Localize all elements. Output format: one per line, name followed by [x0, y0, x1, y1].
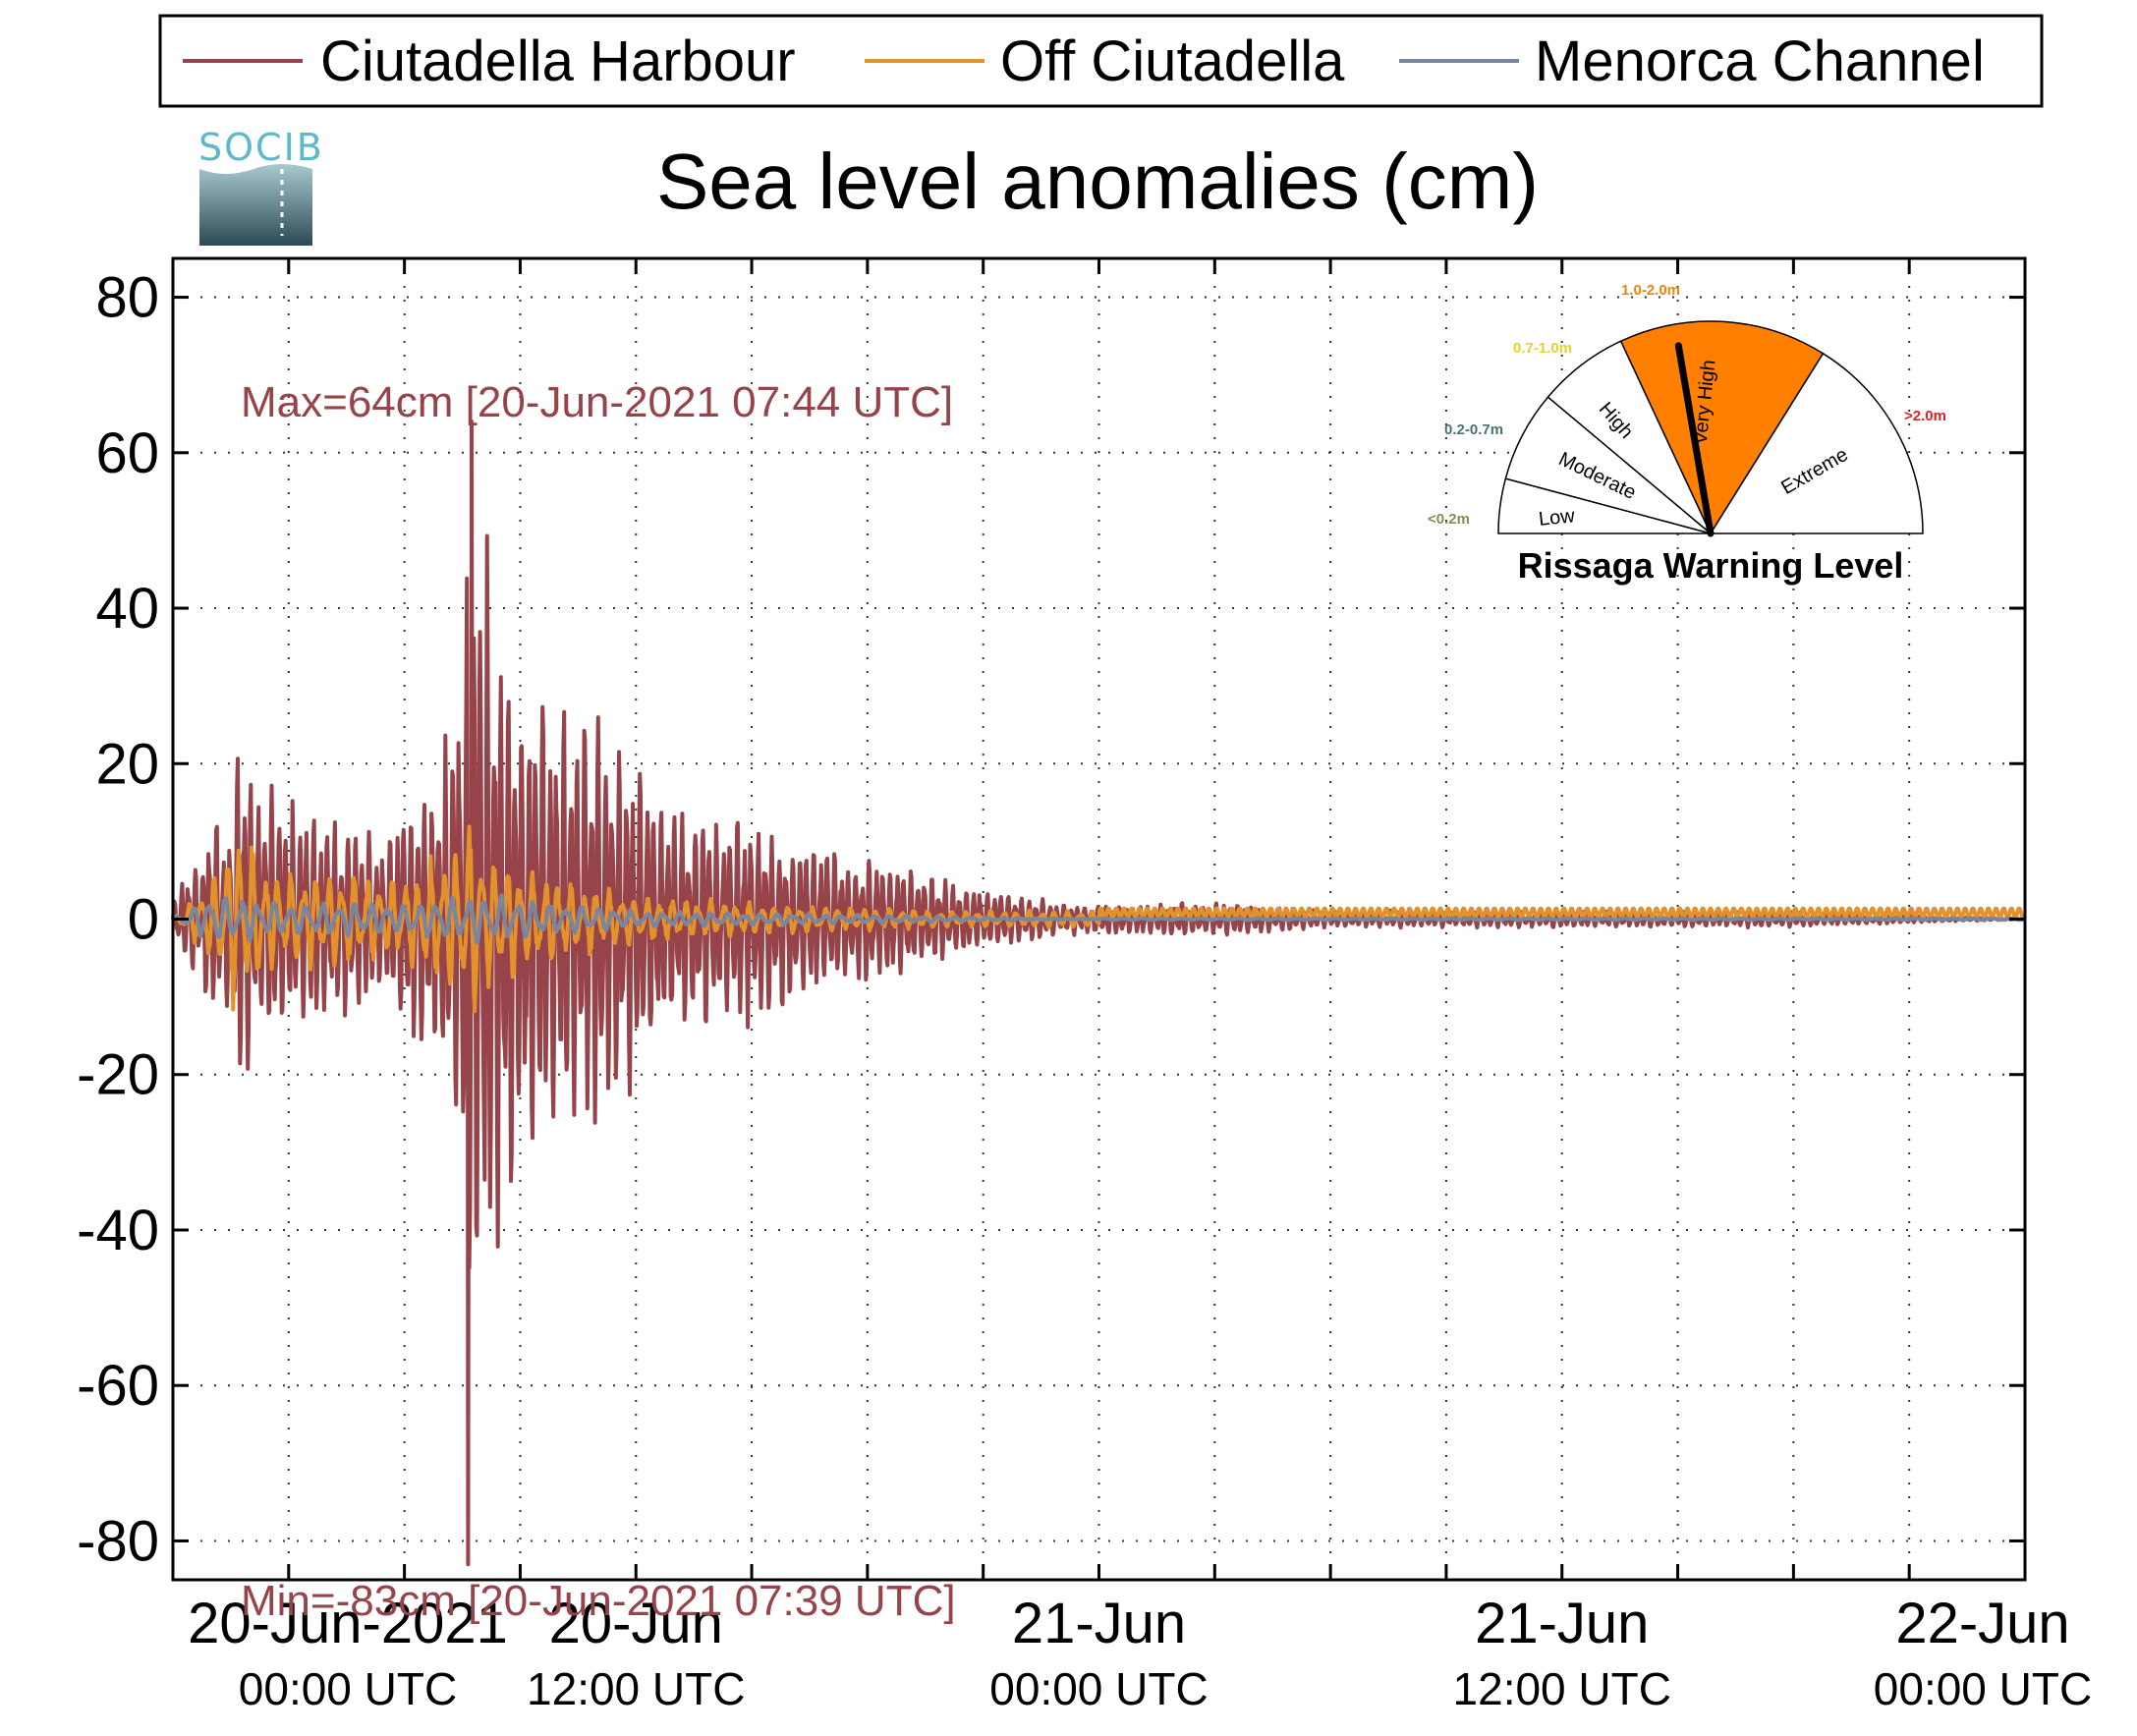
rissaga-warning-gauge: <0.2m 0.2-0.7m 0.7-1.0m 1.0-2.0m >2.0m L…: [1428, 282, 1946, 586]
series-layer: [171, 420, 2027, 1567]
y-tick-label: 60: [95, 421, 159, 485]
legend-label: Menorca Channel: [1535, 29, 1985, 93]
x-tick-label: 20-Jun: [549, 1592, 723, 1655]
legend-label: Ciutadella Harbour: [320, 29, 796, 93]
socib-logo: SOCIB: [198, 126, 324, 246]
legend-entry-off-ciutadella: Off Ciutadella: [865, 29, 1345, 93]
legend-label: Off Ciutadella: [1000, 29, 1345, 93]
gauge-category-low: Low: [1538, 505, 1576, 531]
y-tick-label: -60: [77, 1354, 159, 1418]
series-line-menorca-channel: [171, 893, 2026, 945]
y-tick-label: -80: [77, 1509, 159, 1573]
gauge-range-moderate: 0.2-0.7m: [1444, 421, 1503, 438]
legend-entry-ciutadella-harbour: Ciutadella Harbour: [183, 29, 796, 93]
y-tick-label: 20: [95, 732, 159, 796]
y-tick-label: -40: [77, 1199, 159, 1262]
legend: Ciutadella Harbour Off Ciutadella Menorc…: [158, 14, 2044, 108]
y-tick-label: -20: [77, 1043, 159, 1107]
gauge-range-extreme: >2.0m: [1904, 408, 1946, 424]
gauge-segment-extreme: [1709, 352, 1924, 534]
x-tick-sublabel: 12:00 UTC: [1453, 1663, 1671, 1714]
x-tick-sublabel: 00:00 UTC: [989, 1663, 1208, 1714]
logo-wave: [199, 164, 312, 246]
x-tick-sublabel: 00:00 UTC: [1874, 1663, 2092, 1714]
x-tick-label: 21-Jun: [1012, 1592, 1186, 1655]
gauge-title: Rissaga Warning Level: [1518, 545, 1904, 586]
x-tick-label: 21-Jun: [1475, 1592, 1649, 1655]
series-line-ciutadella-harbour: [171, 420, 2026, 1567]
gauge-range-high: 0.7-1.0m: [1513, 340, 1572, 357]
gauge-range-very-high: 1.0-2.0m: [1621, 282, 1680, 299]
x-tick-sublabel: 00:00 UTC: [239, 1663, 457, 1714]
legend-entry-menorca-channel: Menorca Channel: [1399, 29, 1985, 93]
x-axis: 20-Jun-2021 00:00 UTC 20-Jun 12:00 UTC 21-Ju…: [188, 258, 2092, 1714]
max-annotation: Max=64cm [20-Jun-2021 07:44 UTC]: [241, 378, 953, 426]
y-tick-label: 0: [128, 888, 159, 952]
gauge-segments: [1497, 320, 1924, 535]
y-tick-label: 80: [95, 266, 159, 330]
series-line-off-ciutadella: [171, 824, 2027, 1014]
x-tick-label: 22-Jun: [1895, 1592, 2069, 1655]
gauge-segment-very-high: [1619, 320, 1825, 535]
logo-text: SOCIB: [198, 126, 324, 169]
x-tick-label: 20-Jun-2021: [188, 1592, 508, 1655]
chart-title: Sea level anomalies (cm): [656, 138, 1539, 225]
y-tick-label: 40: [95, 577, 159, 641]
x-tick-sublabel: 12:00 UTC: [527, 1663, 745, 1714]
y-axis: 80 60 40 20 0 -20 -40 -60 -80: [77, 266, 2025, 1573]
gauge-range-labels: <0.2m 0.2-0.7m 0.7-1.0m 1.0-2.0m >2.0m: [1428, 282, 1946, 528]
gauge-needle: [1674, 342, 1715, 537]
min-annotation: Min=-83cm [20-Jun-2021 07:39 UTC]: [241, 1577, 956, 1625]
gauge-range-low: <0.2m: [1428, 511, 1470, 528]
legend-box: [158, 14, 2044, 108]
